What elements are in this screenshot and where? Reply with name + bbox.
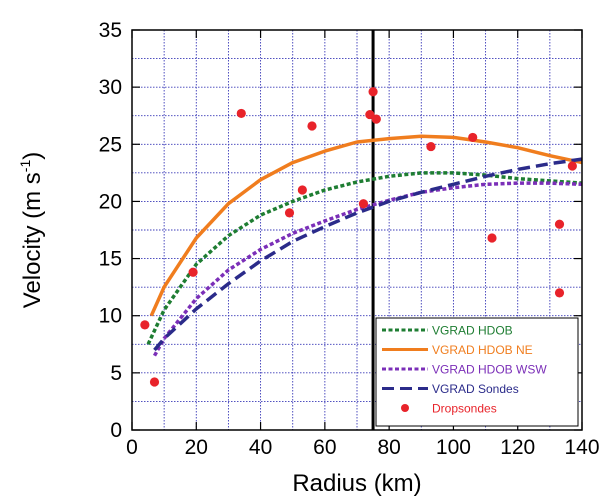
legend-swatch-dropsondes: [401, 404, 409, 412]
dropsonde-point: [554, 219, 565, 229]
y-tick-label: 25: [99, 133, 122, 156]
legend: VGRAD HDOB VGRAD HDOB NE VGRAD HDOB WSW VGR…: [375, 317, 579, 427]
series-line-1: [149, 134, 583, 317]
dropsonde-point: [567, 161, 577, 171]
plot-frame: [131, 29, 583, 431]
dropsonde-point: [284, 208, 295, 218]
legend-label: Dropsondes: [432, 402, 497, 416]
y-tick-label: 10: [99, 305, 122, 328]
legend-label: VGRAD Sondes: [432, 382, 519, 396]
y-axis-title-main: Velocity (m s: [19, 172, 46, 308]
y-axis-title-sup: -1: [17, 160, 33, 173]
dropsonde-point: [188, 267, 198, 277]
y-tick-label: 5: [110, 362, 122, 385]
x-tick-label: 80: [377, 436, 400, 459]
dropsonde-point: [149, 377, 160, 387]
legend-box: [375, 317, 579, 427]
dropsonde-point: [371, 114, 381, 124]
series-line-2: [152, 181, 583, 357]
y-tick-label: 0: [110, 419, 122, 442]
x-tick-label: 120: [500, 436, 535, 459]
y-tick-label: 30: [99, 76, 122, 99]
dropsonde-point: [236, 108, 246, 119]
x-tick-label: 140: [564, 436, 599, 459]
y-axis-title: Velocity (m s-1): [17, 152, 46, 308]
legend-label: VGRAD HDOB: [432, 324, 513, 338]
x-tick-label: 40: [249, 436, 272, 459]
dropsonde-point: [358, 199, 369, 209]
dropsonde-point: [307, 121, 317, 131]
dropsonde-point: [365, 109, 375, 120]
series-lines: [146, 134, 583, 357]
y-tick-label: 35: [99, 19, 122, 42]
x-tick-label: 0: [126, 436, 138, 459]
dropsonde-points: [140, 87, 577, 387]
x-axis-title: Radius (km): [292, 470, 421, 497]
dropsonde-point: [468, 132, 478, 143]
dropsonde-point: [297, 185, 307, 195]
dropsonde-point: [487, 233, 497, 243]
y-axis-title-close: ): [19, 152, 46, 160]
dropsonde-point: [368, 87, 378, 97]
legend-label: VGRAD HDOB WSW: [432, 363, 547, 377]
x-tick-label: 100: [436, 436, 471, 459]
legend-label: VGRAD HDOB NE: [432, 343, 533, 357]
x-tick-label: 20: [185, 436, 208, 459]
y-tick-label: 20: [99, 190, 122, 213]
dropsonde-point: [554, 288, 565, 298]
dropsonde-point: [140, 320, 150, 330]
y-tick-label: 15: [99, 248, 122, 271]
series-line-3: [153, 157, 583, 352]
tick-labels: 0 20 40 60 80 100 120 140 0 5 10 15 20 25 30 35: [99, 19, 600, 459]
x-tick-label: 60: [313, 436, 336, 459]
dropsonde-point: [426, 141, 436, 152]
